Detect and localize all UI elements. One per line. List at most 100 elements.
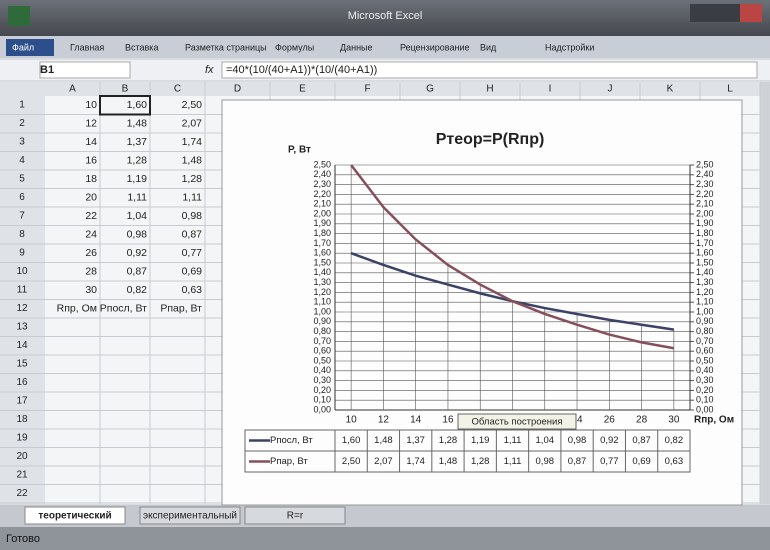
y-tick-label: 2,20 [313, 189, 331, 199]
row-header[interactable]: 14 [16, 340, 28, 351]
data-table-value: 0,82 [665, 435, 684, 446]
column-header[interactable]: A [69, 84, 76, 95]
row-header[interactable]: 3 [19, 137, 25, 148]
row-header[interactable]: 15 [16, 359, 28, 370]
cell[interactable]: 1,28 [182, 173, 203, 185]
row-header[interactable]: 5 [19, 174, 25, 185]
row-header[interactable]: 17 [16, 396, 28, 407]
cell[interactable]: 1,37 [127, 136, 148, 148]
close-button[interactable] [740, 4, 762, 22]
column-header[interactable]: K [667, 84, 674, 95]
cell[interactable]: 0,92 [127, 247, 148, 259]
ribbon-tab[interactable]: Разметка страницы [185, 42, 267, 52]
sheet-tab[interactable]: теоретический [38, 511, 111, 522]
data-table-value: 1,74 [406, 456, 425, 467]
scrollbar[interactable] [760, 82, 770, 504]
ribbon-tab[interactable]: Рецензирование [400, 42, 470, 52]
column-header[interactable]: L [727, 84, 733, 95]
fx-icon[interactable]: fx [205, 64, 214, 76]
row-header[interactable]: 8 [19, 229, 25, 240]
ribbon-tab[interactable]: Файл [12, 42, 34, 52]
column-header[interactable]: J [608, 84, 613, 95]
y-tick-label: 1,80 [313, 228, 331, 238]
cell[interactable]: 1,19 [127, 173, 148, 185]
cell[interactable]: 1,48 [182, 154, 203, 166]
cell[interactable]: Pпосл, Вт [100, 302, 147, 314]
cell[interactable]: 14 [85, 136, 97, 148]
cell[interactable]: 0,63 [182, 284, 203, 296]
cell[interactable]: 1,48 [127, 117, 148, 129]
cell[interactable]: 30 [85, 284, 97, 296]
cell[interactable]: Pпар, Вт [160, 302, 202, 314]
sheet-tab[interactable]: R=r [287, 511, 304, 522]
x-tick-label: 14 [410, 415, 422, 426]
column-header[interactable]: E [299, 84, 306, 95]
app-icon[interactable] [8, 6, 30, 26]
row-header[interactable]: 18 [16, 414, 28, 425]
tooltip: Область построения [472, 417, 563, 428]
ribbon-tab[interactable]: Главная [70, 42, 104, 52]
cell[interactable]: 0,87 [182, 228, 203, 240]
row-header[interactable]: 20 [16, 451, 28, 462]
ribbon-tab[interactable]: Формулы [275, 42, 314, 52]
ribbon-tab[interactable]: Вставка [125, 42, 158, 52]
cell[interactable]: 1,11 [182, 191, 202, 203]
row-header[interactable]: 10 [16, 266, 28, 277]
cell[interactable]: 0,98 [127, 228, 148, 240]
y2-tick-label: 2,20 [696, 189, 714, 199]
column-header[interactable]: B [122, 84, 129, 95]
column-header[interactable]: G [426, 84, 434, 95]
cell[interactable]: 0,98 [182, 210, 203, 222]
ribbon-tab[interactable]: Надстройки [545, 42, 594, 52]
cell[interactable]: 12 [85, 117, 97, 129]
cell[interactable]: 16 [85, 154, 97, 166]
cell[interactable]: 1,74 [182, 136, 203, 148]
row-header[interactable]: 1 [19, 100, 25, 111]
row-header[interactable]: 2 [19, 118, 25, 129]
y2-tick-label: 1,30 [696, 277, 714, 287]
cell[interactable]: 10 [85, 99, 97, 111]
cell[interactable]: 2,07 [182, 117, 203, 129]
cell[interactable]: 1,28 [127, 154, 148, 166]
ribbon-tab[interactable]: Данные [340, 42, 373, 52]
row-header[interactable]: 12 [16, 303, 28, 314]
row-header[interactable]: 21 [16, 470, 28, 481]
y2-tick-label: 0,40 [696, 365, 714, 375]
row-header[interactable]: 4 [19, 155, 25, 166]
ribbon-tab[interactable]: Вид [480, 42, 497, 52]
cell[interactable]: Rпр, Ом [57, 302, 97, 314]
y-tick-label: 0,90 [313, 316, 331, 326]
cell[interactable]: 0,77 [182, 247, 203, 259]
cell[interactable]: 0,82 [127, 284, 148, 296]
row-header[interactable]: 6 [19, 192, 25, 203]
row-header[interactable]: 11 [17, 285, 28, 296]
cell[interactable]: 0,87 [127, 265, 148, 277]
cell[interactable]: 20 [85, 191, 97, 203]
column-header[interactable]: D [234, 84, 241, 95]
sheet-tab[interactable]: экспериментальный [143, 511, 237, 522]
data-table-value: 0,87 [568, 456, 587, 467]
cell[interactable]: 1,04 [127, 210, 148, 222]
y2-tick-label: 1,40 [696, 267, 714, 277]
row-header[interactable]: 7 [19, 211, 25, 222]
row-header[interactable]: 22 [16, 488, 28, 499]
cell[interactable]: 0,69 [182, 265, 203, 277]
column-header[interactable]: C [174, 84, 181, 95]
row-header[interactable]: 19 [16, 433, 28, 444]
cell[interactable]: 2,50 [182, 99, 203, 111]
cell[interactable]: 18 [85, 173, 97, 185]
column-header[interactable]: H [486, 84, 493, 95]
y2-tick-label: 1,10 [696, 297, 714, 307]
cell[interactable]: 22 [85, 210, 97, 222]
row-header[interactable]: 9 [19, 248, 25, 259]
cell[interactable]: 1,60 [127, 99, 148, 111]
row-header[interactable]: 16 [16, 377, 28, 388]
column-header[interactable]: I [549, 84, 552, 95]
row-header[interactable]: 13 [16, 322, 28, 333]
cell[interactable]: 1,11 [127, 191, 147, 203]
column-header[interactable]: F [364, 84, 370, 95]
cell[interactable]: 24 [85, 228, 97, 240]
cell[interactable]: 26 [85, 247, 97, 259]
data-table-value: 0,63 [665, 456, 684, 467]
cell[interactable]: 28 [85, 265, 97, 277]
